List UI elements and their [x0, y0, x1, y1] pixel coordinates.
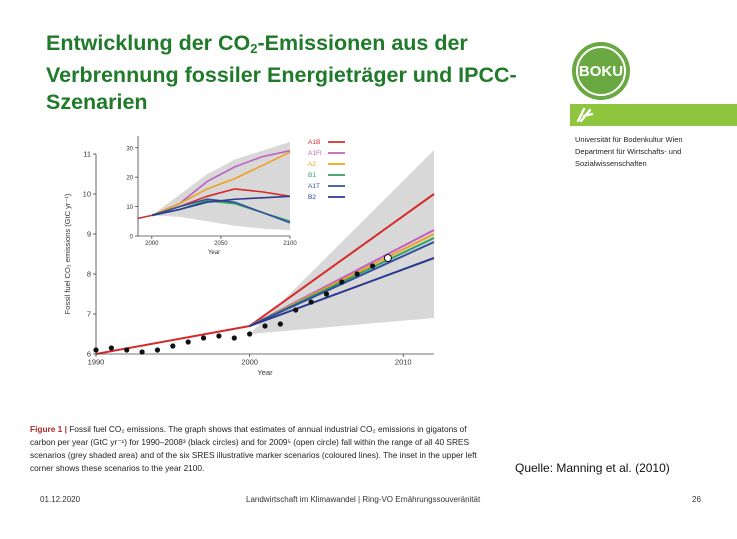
legend-label: A1FI	[308, 150, 322, 157]
x-axis-label: Year	[208, 250, 220, 256]
boku-logo: BOKU	[572, 42, 630, 100]
observed-point	[277, 321, 283, 327]
legend-label: A1B	[308, 139, 320, 146]
observed-point	[154, 347, 161, 353]
caption-label: Figure 1 |	[30, 424, 67, 434]
observed-point	[200, 335, 207, 341]
y-tick-label: 0	[130, 235, 134, 241]
logo-text: BOKU	[579, 63, 623, 80]
y-tick-label: 8	[87, 270, 91, 279]
observed-point	[308, 299, 314, 305]
observed-point	[247, 331, 253, 337]
legend-label: B2	[308, 194, 316, 201]
figure-caption: Figure 1 | Fossil fuel CO₂ emissions. Th…	[30, 423, 480, 475]
x-tick-label: 2050	[214, 241, 228, 247]
series-line-A1B	[137, 188, 291, 220]
footer-center: Landwirtschaft im Klimawandel | Ring-VO …	[246, 495, 481, 504]
observed-point	[170, 343, 176, 349]
brand-band	[570, 104, 737, 126]
observed-point	[369, 263, 376, 269]
caption-text: Fossil fuel CO₂ emissions. The graph sho…	[30, 424, 477, 473]
observed-point	[262, 323, 268, 329]
footer-date: 01.12.2020	[40, 495, 81, 504]
observed-point	[323, 291, 330, 297]
page-number: 26	[692, 495, 701, 504]
observed-point	[354, 271, 360, 277]
legend-label: B1	[308, 172, 316, 179]
x-tick-label: 2000	[145, 241, 159, 247]
source-text: Quelle: Manning et al. (2010)	[515, 461, 670, 475]
observed-point	[185, 339, 191, 345]
x-tick-label: 2000	[241, 358, 258, 367]
y-tick-label: 30	[126, 146, 133, 152]
observed-point	[231, 335, 237, 341]
legend-label: A2	[308, 161, 316, 168]
observed-point	[108, 345, 114, 351]
y-tick-label: 6	[87, 350, 91, 359]
observed-point	[93, 347, 99, 353]
y-tick-label: 9	[87, 230, 91, 239]
x-tick-label: 1990	[88, 358, 105, 367]
observed-open-point	[383, 254, 392, 262]
slide-title: Entwicklung der CO2-Emissionen aus der V…	[46, 31, 517, 114]
institution-line: Department für Wirtschafts- und	[575, 147, 682, 156]
series-line-B2	[249, 257, 435, 327]
observed-point	[339, 279, 345, 285]
y-tick-label: 20	[126, 176, 133, 182]
leaf-icon	[576, 107, 594, 123]
x-tick-label: 2010	[395, 358, 412, 367]
series-line-A2	[151, 151, 291, 217]
y-axis-label: Fossil fuel CO₂ emissions (GtC yr⁻¹)	[63, 193, 72, 314]
institution-line: Universität für Bodenkultur Wien	[575, 135, 683, 144]
y-tick-label: 7	[87, 310, 91, 319]
x-axis-label: Year	[257, 368, 273, 377]
legend-label: A1T	[308, 183, 320, 190]
observed-point	[216, 333, 222, 339]
institution-text: Universität für Bodenkultur Wien Departm…	[575, 134, 683, 170]
inset-plot: 0 10 20 30 2000 2050 2100 Year A1B A1FI A2 B1 A1T B2	[114, 128, 345, 256]
series-line-B2	[151, 195, 291, 217]
observed-point	[293, 307, 299, 313]
institution-line: Sozialwissenschaften	[575, 159, 647, 168]
y-tick-label: 10	[83, 190, 91, 199]
observed-point	[139, 349, 145, 355]
observed-point	[124, 347, 130, 353]
x-tick-label: 2100	[283, 241, 297, 247]
y-tick-label: 11	[83, 150, 91, 159]
y-tick-label: 10	[126, 205, 133, 211]
